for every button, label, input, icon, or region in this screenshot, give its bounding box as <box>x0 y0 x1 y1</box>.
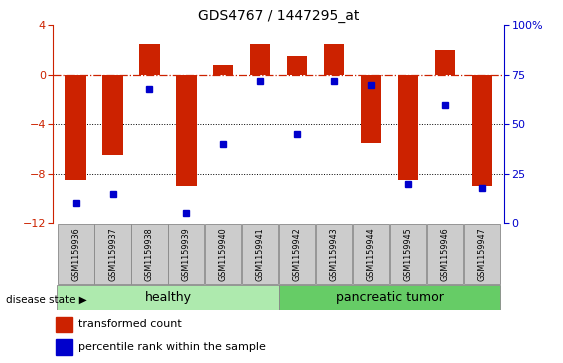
Bar <box>102 75 123 155</box>
Bar <box>361 75 381 143</box>
Text: GSM1159942: GSM1159942 <box>293 227 302 281</box>
Bar <box>472 75 492 186</box>
Bar <box>65 75 86 180</box>
Bar <box>176 75 196 186</box>
Text: pancreatic tumor: pancreatic tumor <box>336 291 444 304</box>
FancyBboxPatch shape <box>279 285 500 310</box>
Bar <box>250 44 270 75</box>
Bar <box>213 65 234 75</box>
Bar <box>139 44 160 75</box>
FancyBboxPatch shape <box>427 224 463 284</box>
Bar <box>435 50 455 75</box>
Bar <box>56 339 72 355</box>
FancyBboxPatch shape <box>279 224 315 284</box>
Bar <box>324 44 344 75</box>
FancyBboxPatch shape <box>242 224 278 284</box>
Text: GSM1159943: GSM1159943 <box>329 227 338 281</box>
Text: healthy: healthy <box>145 291 191 304</box>
Text: GSM1159937: GSM1159937 <box>108 227 117 281</box>
FancyBboxPatch shape <box>353 224 389 284</box>
FancyBboxPatch shape <box>390 224 426 284</box>
Title: GDS4767 / 1447295_at: GDS4767 / 1447295_at <box>198 9 359 23</box>
FancyBboxPatch shape <box>95 224 131 284</box>
Text: GSM1159939: GSM1159939 <box>182 227 191 281</box>
FancyBboxPatch shape <box>205 224 242 284</box>
Text: GSM1159936: GSM1159936 <box>71 227 80 281</box>
FancyBboxPatch shape <box>57 285 279 310</box>
Text: GSM1159947: GSM1159947 <box>477 227 486 281</box>
Text: disease state ▶: disease state ▶ <box>6 294 86 305</box>
Text: GSM1159941: GSM1159941 <box>256 227 265 281</box>
Text: transformed count: transformed count <box>78 319 182 330</box>
FancyBboxPatch shape <box>57 224 93 284</box>
Bar <box>287 56 307 75</box>
Text: GSM1159940: GSM1159940 <box>219 227 228 281</box>
Text: GSM1159938: GSM1159938 <box>145 227 154 281</box>
Bar <box>56 317 72 332</box>
Text: percentile rank within the sample: percentile rank within the sample <box>78 342 266 352</box>
FancyBboxPatch shape <box>168 224 204 284</box>
Text: GSM1159944: GSM1159944 <box>367 227 376 281</box>
Bar <box>397 75 418 180</box>
FancyBboxPatch shape <box>464 224 500 284</box>
FancyBboxPatch shape <box>131 224 168 284</box>
Text: GSM1159946: GSM1159946 <box>440 227 449 281</box>
FancyBboxPatch shape <box>316 224 352 284</box>
Text: GSM1159945: GSM1159945 <box>404 227 413 281</box>
